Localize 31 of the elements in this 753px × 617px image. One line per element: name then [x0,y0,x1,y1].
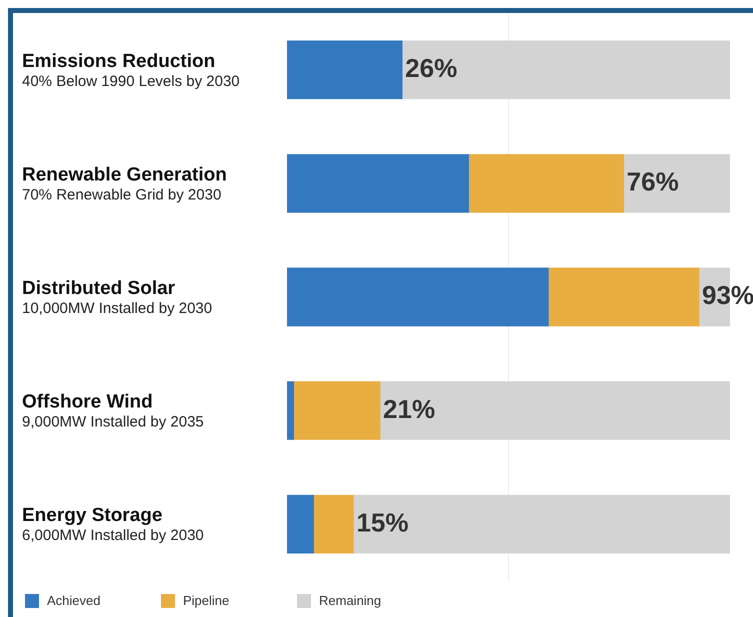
bar [313,494,354,554]
bar [468,154,624,213]
y-tick-label: Distributed Solar [22,278,176,299]
bar [548,268,700,326]
text: 9,000MW Installed by 2035 [22,414,204,431]
text: 6,000MW Installed by 2030 [22,527,204,544]
legend-label: Remaining [319,593,382,608]
annotation: 76% [626,166,679,197]
text: 10,000MW Installed by 2030 [22,300,212,317]
bar [380,381,730,440]
y-tick-label: Emissions Reduction [22,50,216,72]
bar [287,381,294,440]
bar [623,154,730,213]
y-tick-label: Energy Storage [22,505,162,526]
bar [287,40,403,100]
bar [353,494,730,554]
y-tick-label: Renewable Generation [22,164,227,186]
bar [287,268,549,326]
text: 40% Below 1990 Levels by 2030 [22,72,240,90]
y-tick-label: Offshore Wind [22,392,153,413]
bar [402,40,730,100]
legend-label: Pipeline [183,593,230,608]
annotation: 26% [405,52,458,83]
bar [287,154,469,213]
bar [287,494,314,554]
annotation: 93% [702,280,753,310]
legend-label: Achieved [47,593,100,608]
text: 70% Renewable Grid by 2030 [22,186,222,204]
annotation: 21% [383,394,436,424]
bar [293,381,380,440]
annotation: 15% [356,507,408,538]
